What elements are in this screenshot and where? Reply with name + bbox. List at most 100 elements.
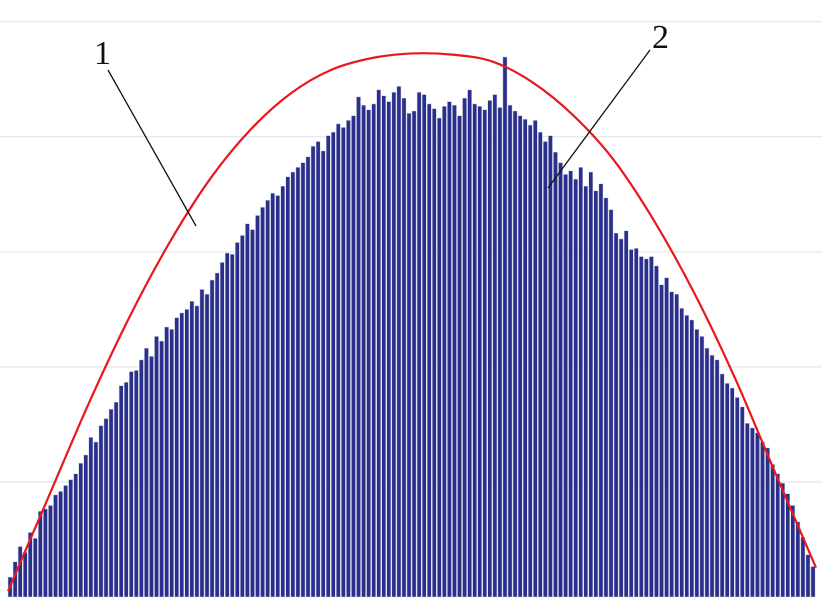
histogram-bar <box>522 118 528 598</box>
histogram-bar <box>810 566 816 598</box>
histogram-bar <box>790 505 796 598</box>
histogram-bar <box>800 536 806 598</box>
histogram-bar <box>563 174 568 598</box>
histogram-bar <box>497 107 503 598</box>
histogram-bar <box>270 192 276 598</box>
histogram-bar <box>416 91 422 598</box>
histogram-bar <box>93 441 99 598</box>
histogram-bar <box>502 56 508 598</box>
histogram-bar <box>255 215 260 598</box>
histogram-bar <box>336 123 341 598</box>
histogram-bar <box>320 150 326 598</box>
histogram-bar <box>275 195 281 598</box>
histogram-bar <box>229 253 235 598</box>
histogram-bar <box>532 120 538 598</box>
histogram-bar <box>618 238 624 598</box>
histogram-bar <box>134 370 139 598</box>
histogram-bar <box>265 199 270 598</box>
histogram-bar <box>27 532 33 598</box>
histogram-bar <box>659 284 664 598</box>
histogram-bar <box>356 96 361 598</box>
histogram-bar <box>517 115 523 598</box>
histogram-bar <box>371 103 377 598</box>
histogram-bar <box>780 482 786 598</box>
histogram-bar <box>245 223 250 598</box>
histogram-bar <box>169 329 175 598</box>
histogram-bar <box>199 289 205 598</box>
histogram-bar <box>78 462 84 598</box>
histogram-bar <box>623 230 629 598</box>
histogram-bar <box>447 101 452 598</box>
histogram-bar <box>583 185 589 598</box>
histogram-bar <box>315 141 321 598</box>
histogram-bar <box>330 131 336 598</box>
histogram-bar <box>421 94 427 598</box>
histogram-bar <box>704 347 710 598</box>
histogram-bar <box>250 229 255 598</box>
histogram-bar <box>507 104 513 598</box>
histogram-bar <box>310 145 316 598</box>
histogram-bar <box>805 554 811 598</box>
histogram-bar <box>386 101 392 598</box>
histogram-bar <box>548 135 553 598</box>
histogram-bar <box>159 340 164 598</box>
histogram-bar <box>699 336 705 598</box>
histogram-bar <box>639 256 644 598</box>
histogram-bar <box>396 86 402 598</box>
histogram-bar <box>63 485 68 598</box>
annotation-1-leader <box>107 69 197 227</box>
histogram-bar <box>305 156 311 598</box>
histogram-bar <box>740 406 745 598</box>
histogram-bar <box>48 505 53 598</box>
fit-curve <box>6 52 818 592</box>
histogram-bar <box>58 491 63 598</box>
histogram-bar <box>43 508 48 598</box>
histogram-bar <box>724 383 730 598</box>
histogram-bar <box>442 106 447 598</box>
histogram-bar <box>674 293 679 598</box>
histogram-bar <box>219 262 225 598</box>
histogram-bar <box>477 106 483 598</box>
histogram-bar <box>512 110 518 598</box>
histogram-bar <box>649 256 654 598</box>
histogram-bar <box>719 373 725 598</box>
histogram-bar <box>750 427 755 598</box>
histogram-bar <box>103 418 109 598</box>
histogram-bar <box>381 95 387 598</box>
histogram-bar <box>709 354 715 598</box>
histogram-bar <box>633 248 639 598</box>
histogram-bar <box>346 120 351 598</box>
histogram-bar <box>426 103 432 598</box>
histogram-bar <box>598 183 604 598</box>
histogram-bar <box>68 479 73 598</box>
histogram-bar <box>482 109 488 598</box>
histogram-bar <box>669 291 674 598</box>
histogram-bar <box>98 425 104 598</box>
histogram-bar <box>613 232 619 598</box>
histogram-bar <box>755 432 760 598</box>
histogram-bar <box>568 170 573 598</box>
histogram-bar <box>472 103 478 598</box>
histogram-bar <box>770 464 775 598</box>
histogram-bar <box>644 258 649 598</box>
histogram-bar <box>128 371 134 598</box>
histogram-bar <box>83 454 89 598</box>
histogram-bar <box>123 381 129 598</box>
histogram-bar <box>300 162 306 598</box>
histogram-bar <box>113 401 119 598</box>
histogram-bar <box>214 272 220 598</box>
histogram-bar <box>325 135 331 598</box>
histogram-bar <box>684 314 690 598</box>
histogram-bar <box>179 312 185 598</box>
histogram-bar <box>588 171 594 598</box>
histogram-bar <box>285 176 291 598</box>
histogram-bar <box>391 91 397 598</box>
histogram-bar <box>679 307 685 598</box>
histogram-bar <box>714 359 720 598</box>
histogram-bar <box>578 167 584 598</box>
histogram-bar <box>467 89 472 598</box>
histogram-bar <box>194 305 200 598</box>
histogram-bar <box>689 319 695 598</box>
histogram-bar <box>240 235 245 598</box>
